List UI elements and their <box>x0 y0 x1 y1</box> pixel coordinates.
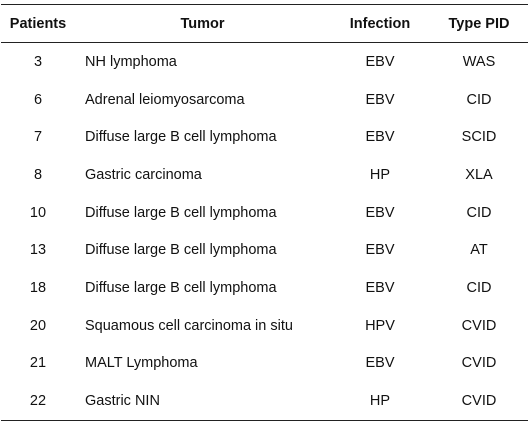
cell-type-pid: CVID <box>461 317 497 334</box>
cell-tumor: Squamous cell carcinoma in situ <box>85 317 293 334</box>
cell-infection: EBV <box>365 91 395 108</box>
cell-tumor: Adrenal leiomyosarcoma <box>85 91 245 108</box>
table-row: 6 Adrenal leiomyosarcoma EBV CID <box>1 81 528 119</box>
header-type-pid: Type PID <box>430 4 528 43</box>
header-patients: Patients <box>1 4 75 43</box>
cell-patients: 7 <box>33 129 43 146</box>
cell-tumor: MALT Lymphoma <box>85 355 198 372</box>
cell-infection: HP <box>330 382 430 421</box>
cell-patients: 13 <box>29 242 47 259</box>
table-row: 20 Squamous cell carcinoma in situ HPV C… <box>1 307 528 345</box>
table-row: 21 MALT Lymphoma EBV CVID <box>1 345 528 383</box>
cell-infection: EBV <box>365 355 395 372</box>
cell-type-pid: CVID <box>430 382 528 421</box>
cell-patients: 6 <box>33 91 43 108</box>
cell-tumor: Diffuse large B cell lymphoma <box>85 204 277 221</box>
cell-type-pid: CVID <box>461 355 497 372</box>
table-row: 22 Gastric NIN HP CVID <box>1 382 528 421</box>
cell-infection: EBV <box>365 129 395 146</box>
cell-patients: 21 <box>29 355 47 372</box>
cell-patients: 18 <box>29 279 47 296</box>
cell-type-pid: CID <box>466 91 492 108</box>
cell-tumor: Diffuse large B cell lymphoma <box>85 279 277 296</box>
cell-infection: EBV <box>365 279 395 296</box>
cell-tumor: NH lymphoma <box>85 53 177 70</box>
header-infection: Infection <box>330 4 430 43</box>
cell-patients: 8 <box>33 166 43 183</box>
cell-type-pid: XLA <box>465 166 493 183</box>
table-row: 7 Diffuse large B cell lymphoma EBV SCID <box>1 118 528 156</box>
cell-patients: 22 <box>1 382 75 421</box>
cell-type-pid: SCID <box>461 129 497 146</box>
cell-tumor: Gastric carcinoma <box>85 166 202 183</box>
header-tumor: Tumor <box>75 4 330 43</box>
table-row: 13 Diffuse large B cell lymphoma EBV AT <box>1 231 528 269</box>
cell-patients: 10 <box>29 204 47 221</box>
cell-infection: HPV <box>365 317 395 334</box>
header-row: Patients Tumor Infection Type PID <box>1 4 528 43</box>
table-header: Patients Tumor Infection Type PID <box>1 4 528 43</box>
patients-tumor-table: Patients Tumor Infection Type PID 3 NH l… <box>1 4 528 421</box>
cell-tumor: Gastric NIN <box>75 382 330 421</box>
cell-patients: 20 <box>29 317 47 334</box>
table-row: 18 Diffuse large B cell lymphoma EBV CID <box>1 269 528 307</box>
cell-infection: EBV <box>365 204 395 221</box>
cell-tumor: Diffuse large B cell lymphoma <box>85 242 277 259</box>
cell-tumor: Diffuse large B cell lymphoma <box>85 129 277 146</box>
cell-type-pid: WAS <box>462 53 496 70</box>
cell-type-pid: CID <box>466 204 492 221</box>
table-row: 10 Diffuse large B cell lymphoma EBV CID <box>1 194 528 232</box>
cell-type-pid: CID <box>466 279 492 296</box>
table-row: 3 NH lymphoma EBV WAS <box>1 43 528 81</box>
cell-infection: HP <box>369 166 391 183</box>
table-row: 8 Gastric carcinoma HP XLA <box>1 156 528 194</box>
cell-type-pid: AT <box>470 242 488 259</box>
cell-patients: 3 <box>33 53 43 70</box>
cell-infection: EBV <box>365 53 395 70</box>
table-body: 3 NH lymphoma EBV WAS 6 Adrenal leiomyos… <box>1 43 528 421</box>
cell-infection: EBV <box>365 242 395 259</box>
